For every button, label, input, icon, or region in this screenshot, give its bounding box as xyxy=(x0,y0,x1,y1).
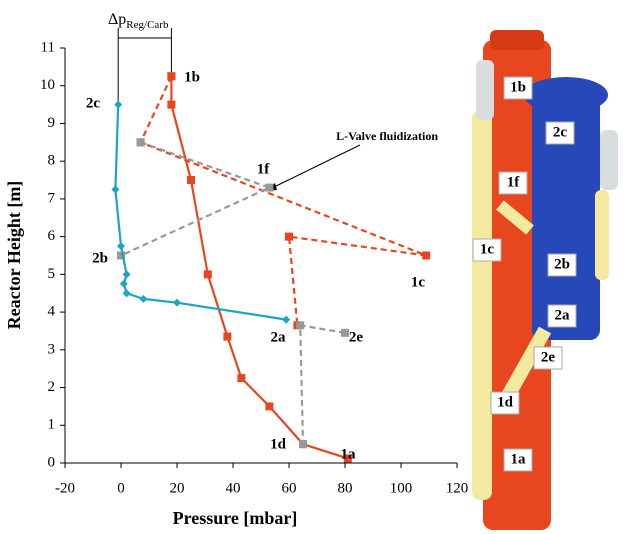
y-tick-label: 4 xyxy=(48,304,56,320)
x-tick-label: 20 xyxy=(170,480,185,496)
point-label: 1b xyxy=(184,69,200,85)
diagram-label: 1a xyxy=(511,451,527,467)
x-tick-label: 100 xyxy=(390,480,413,496)
y-tick-label: 5 xyxy=(48,266,56,282)
delta: Δp xyxy=(108,11,126,28)
marker xyxy=(173,299,181,307)
series-line xyxy=(115,105,286,320)
marker xyxy=(167,72,175,80)
delta-label: ΔpReg/Carb xyxy=(108,11,169,31)
marker xyxy=(296,321,304,329)
marker xyxy=(265,184,273,192)
diagram-label: 1d xyxy=(497,394,514,410)
marker xyxy=(111,185,119,193)
marker xyxy=(117,242,125,250)
x-tick-label: 40 xyxy=(226,480,241,496)
annotation-arrow xyxy=(272,145,360,188)
y-tick-label: 6 xyxy=(48,228,56,244)
diagram-label: 1c xyxy=(480,241,495,257)
diagram-label: 2a xyxy=(555,307,571,323)
y-tick-label: 9 xyxy=(48,115,56,131)
marker xyxy=(299,440,307,448)
diagram-label: 2b xyxy=(554,256,570,272)
x-tick-label: -20 xyxy=(55,480,75,496)
marker xyxy=(139,295,147,303)
marker xyxy=(187,176,195,184)
y-tick-label: 8 xyxy=(48,153,56,169)
marker xyxy=(223,333,231,341)
diagram-label: 1b xyxy=(510,79,526,95)
point-label: 2b xyxy=(92,250,108,266)
diagram-label: 2c xyxy=(553,124,568,140)
y-tick-label: 7 xyxy=(48,190,56,206)
diagram-label: 2e xyxy=(541,349,556,365)
y-tick-label: 2 xyxy=(48,379,56,395)
marker xyxy=(341,329,349,337)
marker xyxy=(282,316,290,324)
x-tick-label: 60 xyxy=(282,480,297,496)
y-tick-label: 10 xyxy=(40,77,55,93)
marker xyxy=(285,233,293,241)
series-line xyxy=(121,142,345,444)
marker xyxy=(167,101,175,109)
figure: Pressure [mbar] Reactor Height [m] L-Val… xyxy=(0,0,629,534)
y-axis-title: Reactor Height [m] xyxy=(4,181,24,330)
marker xyxy=(204,270,212,278)
y-tick-label: 1 xyxy=(48,417,56,433)
point-label: 1a xyxy=(341,446,357,462)
marker xyxy=(137,138,145,146)
point-label: 1c xyxy=(411,274,426,290)
diagram-label: 1f xyxy=(507,174,521,190)
reactor-illustration xyxy=(472,30,618,530)
point-label: 2e xyxy=(349,329,364,345)
marker xyxy=(123,289,131,297)
y-tick-label: 11 xyxy=(41,39,55,55)
marker xyxy=(422,252,430,260)
marker xyxy=(120,280,128,288)
x-axis-title: Pressure [mbar] xyxy=(173,508,298,528)
x-tick-label: 80 xyxy=(338,480,353,496)
annotation: L-Valve fluidization xyxy=(336,129,438,143)
marker xyxy=(265,402,273,410)
x-tick-label: 120 xyxy=(446,480,469,496)
marker xyxy=(114,101,122,109)
point-label: 1f xyxy=(257,161,271,177)
point-label: 2c xyxy=(86,95,101,111)
series-line xyxy=(171,76,347,458)
x-tick-label: 0 xyxy=(117,480,125,496)
marker xyxy=(237,374,245,382)
y-tick-label: 0 xyxy=(48,454,56,470)
point-label: 2a xyxy=(271,329,287,345)
delta-subscript: Reg/Carb xyxy=(126,19,169,31)
point-label: 1d xyxy=(270,436,287,452)
marker xyxy=(123,270,131,278)
series-line xyxy=(141,76,427,325)
y-tick-label: 3 xyxy=(48,341,56,357)
